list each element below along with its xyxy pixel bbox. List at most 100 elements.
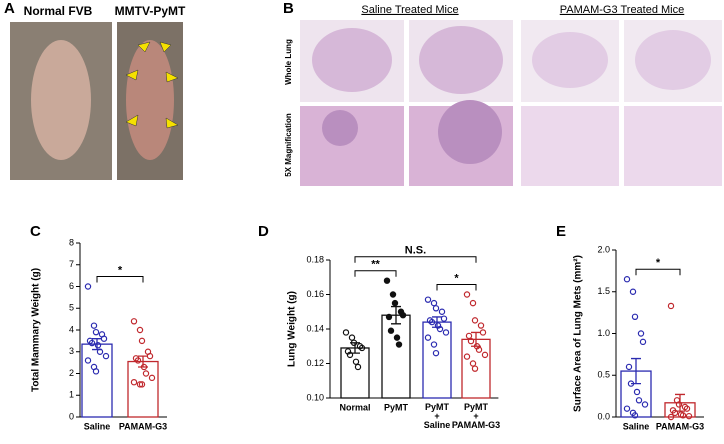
data-point <box>465 332 473 340</box>
histology <box>300 20 722 186</box>
data-point <box>475 346 483 353</box>
data-point <box>393 334 401 341</box>
data-point <box>84 283 92 290</box>
y-tick-label: 0.18 <box>306 254 324 264</box>
bracket <box>436 284 477 291</box>
data-point <box>92 368 100 375</box>
data-point <box>395 341 403 348</box>
data-point <box>430 299 438 307</box>
data-point <box>358 344 366 352</box>
data-point <box>352 358 360 365</box>
bracket <box>635 268 681 276</box>
data-point <box>391 299 399 307</box>
y-tick-label: 1.5 <box>597 286 610 296</box>
data-point <box>385 313 393 321</box>
data-point <box>440 315 448 322</box>
data-point <box>635 397 643 404</box>
x-tick-label: Normal <box>339 402 370 412</box>
bar <box>340 347 370 399</box>
data-point <box>641 401 649 408</box>
data-point <box>140 363 148 371</box>
data-point <box>138 381 146 388</box>
y-tick-label: 1 <box>69 390 74 400</box>
data-point <box>348 334 356 341</box>
data-point <box>342 329 350 336</box>
panel-label: B <box>283 0 294 17</box>
x-tick-label: Saline <box>84 421 111 431</box>
data-point <box>631 313 639 320</box>
data-point <box>623 405 631 412</box>
data-point <box>436 325 444 333</box>
data-point <box>100 335 108 342</box>
data-point <box>130 379 138 386</box>
significance-label: N.S. <box>405 245 426 257</box>
data-point <box>136 381 144 388</box>
data-point <box>346 351 354 359</box>
data-point <box>130 318 138 325</box>
data-point <box>469 360 477 367</box>
data-point <box>627 380 635 387</box>
data-point <box>428 318 436 326</box>
error-bar <box>391 305 401 325</box>
data-point <box>625 363 633 371</box>
data-point <box>683 405 691 412</box>
y-tick-label: 0.5 <box>597 370 610 380</box>
x-tick-label: PAMAM-G3 <box>656 421 704 431</box>
data-point <box>387 327 395 334</box>
data-point <box>675 401 683 408</box>
data-point <box>633 388 641 396</box>
y-tick-label: 0.14 <box>306 323 324 333</box>
y-tick-label: 0 <box>69 411 74 421</box>
data-point <box>96 348 104 355</box>
x-tick-label: Saline <box>623 421 650 431</box>
data-point <box>136 326 144 334</box>
data-point <box>671 409 679 417</box>
x-tick-label: PyMT + PAMAM-G3 <box>452 402 500 430</box>
data-point <box>90 322 98 329</box>
y-tick-label: 6 <box>69 281 74 291</box>
data-point <box>138 337 146 345</box>
data-point <box>479 329 487 336</box>
data-point <box>84 357 92 364</box>
data-point <box>667 302 675 310</box>
data-point <box>383 277 391 284</box>
data-point <box>481 351 489 359</box>
row-label: 5X Magnification <box>284 113 293 177</box>
data-point <box>92 328 100 336</box>
y-axis-label: Lung Weight (g) <box>287 291 298 367</box>
data-point <box>637 330 645 337</box>
bar <box>422 321 452 399</box>
data-point <box>623 276 631 283</box>
photo-mouse <box>126 40 174 160</box>
data-point <box>389 291 397 298</box>
data-point <box>148 374 156 382</box>
data-point <box>142 370 150 377</box>
data-point <box>134 357 142 364</box>
y-tick-label: 8 <box>69 237 74 247</box>
panel-label: A <box>4 0 15 17</box>
row-label: Whole Lung <box>284 39 293 85</box>
error-bar <box>631 357 641 385</box>
significance-label: * <box>118 264 123 276</box>
data-point <box>685 412 693 420</box>
x-tick-label: PAMAM-G3 <box>119 421 167 431</box>
data-point <box>463 353 471 360</box>
x-tick-label: PyMT <box>384 402 409 412</box>
bar <box>381 314 411 399</box>
group-header: PAMAM-G3 Treated Mice <box>560 4 685 16</box>
y-tick-label: 5 <box>69 303 74 313</box>
bracket <box>354 256 477 263</box>
panel-label: E <box>556 223 566 240</box>
y-axis-label: Surface Area of Lung Mets (mm²) <box>573 255 584 412</box>
y-tick-label: 0.16 <box>306 289 324 299</box>
data-point <box>102 352 110 360</box>
panel-label: D <box>258 223 269 240</box>
significance-label: ** <box>371 259 380 271</box>
bar <box>81 343 113 418</box>
data-point <box>354 363 362 371</box>
arrows <box>125 41 179 129</box>
y-tick-label: 2 <box>69 368 74 378</box>
data-point <box>679 412 687 419</box>
data-point <box>463 291 471 298</box>
